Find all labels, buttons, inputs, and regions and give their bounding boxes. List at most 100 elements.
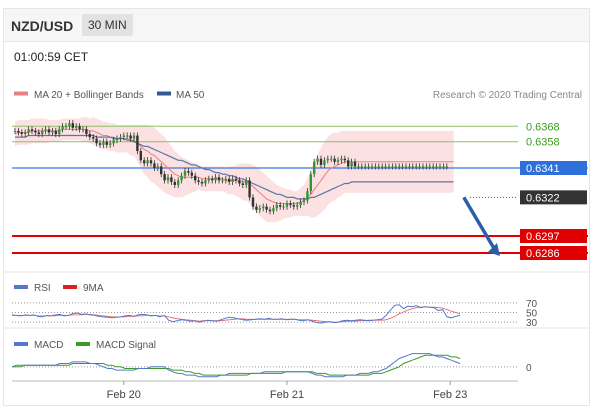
- candle-body: [418, 166, 421, 168]
- rsi-legend-label: RSI: [34, 283, 51, 294]
- candle-body: [61, 126, 64, 130]
- x-axis-ticks: Feb 20 Feb 21 Feb 23: [107, 381, 467, 401]
- candle-body: [384, 166, 387, 168]
- candle-body: [309, 174, 312, 192]
- macd-signal-legend-swatch: [76, 342, 90, 346]
- candle-body: [20, 132, 23, 134]
- candle-body: [153, 163, 156, 168]
- candle-body: [432, 166, 435, 168]
- candle-body: [78, 126, 81, 130]
- candle-body: [13, 130, 17, 132]
- macd-line: [11, 353, 461, 378]
- x-tick-label: Feb 23: [433, 389, 467, 401]
- candle-body: [85, 129, 88, 134]
- macd-signal-legend-label: MACD Signal: [96, 340, 156, 351]
- candle-body: [251, 197, 255, 207]
- candle-body: [289, 203, 292, 206]
- rsi-ma-line: [12, 306, 461, 323]
- macd-legend-swatch: [14, 342, 28, 346]
- candle-body: [285, 203, 289, 207]
- candle-body: [75, 126, 78, 128]
- x-tick-label: Feb 20: [107, 389, 141, 401]
- candle-body: [292, 205, 295, 207]
- candle-body: [387, 166, 391, 168]
- candle-body: [211, 178, 214, 181]
- candle-body: [360, 166, 363, 168]
- candle-body: [71, 123, 74, 128]
- rsi-line: [11, 304, 461, 324]
- candle-body: [326, 158, 329, 161]
- candle-body: [24, 132, 27, 134]
- ma50-legend-label: MA 50: [176, 90, 205, 101]
- ma50-line: [15, 134, 454, 200]
- candle-body: [112, 140, 115, 144]
- level-label-0.6368: 0.6368: [526, 121, 560, 133]
- rsi-level-label-30: 30: [526, 318, 538, 329]
- candle-body: [102, 141, 105, 145]
- candle-body: [221, 180, 224, 182]
- candle-body: [132, 135, 136, 139]
- candle-body: [64, 126, 68, 128]
- candle-body: [177, 180, 180, 185]
- candle-body: [217, 177, 221, 181]
- candle-body: [34, 130, 37, 133]
- candle-body: [255, 206, 258, 210]
- candle-body: [391, 166, 394, 168]
- candle-body: [166, 177, 170, 181]
- candle-body: [30, 129, 34, 131]
- candle-body: [394, 166, 397, 168]
- candle-body: [411, 166, 414, 168]
- candle-body: [428, 166, 431, 168]
- candle-body: [415, 166, 418, 168]
- candle-body: [353, 161, 357, 167]
- forecast-arrow-head: [488, 243, 500, 256]
- candle-body: [248, 180, 251, 198]
- candle-body: [272, 208, 275, 212]
- candle-body: [319, 158, 323, 165]
- candle-body: [299, 202, 302, 206]
- level-tag-0.6341: [520, 161, 587, 175]
- candle-body: [149, 160, 153, 164]
- candle-body: [81, 129, 85, 131]
- candle-body: [313, 161, 316, 175]
- rsi-level-label-70: 70: [526, 299, 538, 310]
- candle-body: [160, 166, 163, 175]
- candle-body: [95, 138, 98, 144]
- candle-body: [350, 161, 353, 167]
- candle-body: [180, 175, 183, 181]
- ma20-line: [14, 128, 454, 204]
- ma20-legend-label: MA 20 + Bollinger Bands: [34, 90, 144, 101]
- candle-body: [323, 160, 326, 165]
- ma20-legend-swatch: [14, 91, 28, 96]
- candle-body: [109, 143, 112, 145]
- candle-body: [377, 166, 380, 168]
- rsi-level-label-50: 50: [526, 309, 538, 320]
- candle-body: [401, 166, 404, 168]
- candle-body: [245, 180, 248, 185]
- candle-body: [306, 191, 309, 201]
- candle-body: [115, 138, 119, 141]
- level-label-0.6297: 0.6297: [526, 231, 560, 243]
- candle-body: [143, 160, 146, 164]
- candle-body: [234, 178, 238, 181]
- candle-body: [200, 181, 204, 184]
- candle-body: [421, 166, 425, 168]
- candle-body: [119, 137, 122, 139]
- research-credit: Research © 2020 Trading Central: [433, 90, 582, 101]
- candle-body: [357, 166, 360, 168]
- candle-body: [241, 183, 244, 185]
- candle-body: [445, 166, 448, 168]
- candle-body: [183, 171, 187, 176]
- level-tag-0.6286: [520, 246, 587, 260]
- candle-body: [197, 180, 200, 182]
- candle-body: [275, 205, 278, 209]
- candle-body: [173, 181, 176, 185]
- candle-body: [333, 158, 336, 162]
- candle-body: [156, 166, 159, 168]
- timeframe-badge[interactable]: 30 MIN: [82, 14, 133, 36]
- candle-body: [190, 172, 193, 176]
- candle-body: [228, 178, 231, 182]
- rsi-legend-swatch: [14, 285, 28, 289]
- candle-body: [136, 135, 139, 151]
- candle-body: [408, 166, 411, 168]
